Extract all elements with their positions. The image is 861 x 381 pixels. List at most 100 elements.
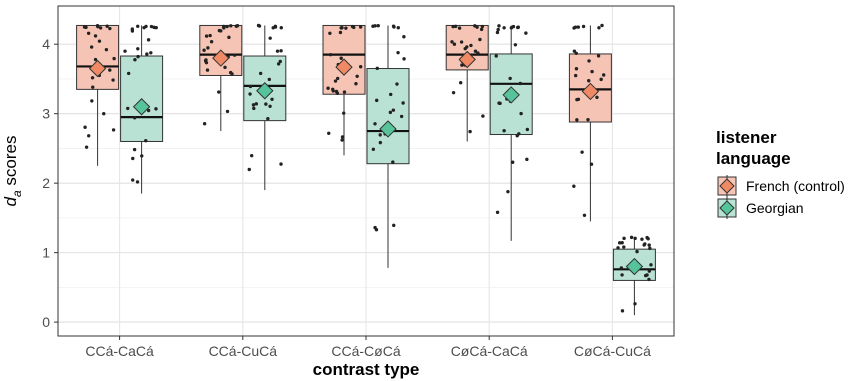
data-point [388,110,393,115]
data-point [93,57,98,62]
legend-item-1: Georgian [717,197,804,219]
data-point [389,92,393,97]
data-point [136,54,140,59]
data-point [146,108,151,113]
data-point [596,54,601,58]
data-point [619,266,624,270]
y-axis-title: da scores [1,136,24,207]
data-point [373,24,377,28]
data-point [601,73,606,77]
data-point [111,78,115,82]
data-point [271,26,275,30]
data-point [146,38,151,42]
data-point [279,26,283,30]
legend-label: French (control) [746,178,845,194]
legend-item-0: French (control) [717,175,845,197]
boxes [76,23,656,316]
data-point [646,237,650,241]
data-point [473,49,478,53]
data-point [453,24,458,29]
data-point [633,236,637,241]
data-point [600,23,604,28]
data-point [575,97,579,102]
data-point [135,180,140,184]
data-point [497,24,501,28]
data-point [587,79,591,83]
data-point [132,116,137,120]
data-point [481,114,485,118]
data-point [647,277,651,282]
data-point [204,34,209,38]
data-point [338,30,343,35]
data-point [402,57,406,61]
data-point [391,108,396,112]
data-point [87,134,91,138]
data-point [249,153,254,158]
data-point [647,269,652,273]
data-point [145,52,149,56]
data-point [525,157,529,162]
data-point [154,107,158,111]
data-point [373,225,377,230]
data-point [102,111,106,116]
data-point [209,40,214,44]
data-point [525,127,530,132]
data-point [108,26,112,31]
y-tick-label: 3 [42,106,50,122]
data-point [149,51,153,55]
data-point [622,236,626,241]
data-point [589,162,594,166]
data-point [235,24,240,28]
data-point [587,59,591,63]
data-point [459,80,463,85]
mean-marker [132,98,151,116]
data-point [479,27,484,32]
data-point [457,26,462,30]
data-point [334,89,339,94]
data-point [340,26,344,30]
data-point [519,111,523,116]
data-point [402,35,406,39]
data-point [204,58,208,62]
data-point [480,24,485,29]
data-point [342,90,347,94]
data-point [620,309,625,313]
data-point [375,98,379,103]
y-tick-label: 1 [42,245,50,261]
data-point [340,135,345,139]
y-axis-title-d: d [1,196,20,206]
data-point [469,43,473,48]
data-point [574,67,579,71]
box-1-4 [612,235,656,316]
data-point [202,122,207,126]
data-point [328,52,333,57]
data-point [342,111,346,115]
x-tick-label: CCá-CøCá [331,343,400,359]
data-point [206,46,210,50]
data-point [108,68,112,72]
data-point [451,24,455,29]
data-point [258,71,263,76]
data-point [84,25,88,30]
data-point [133,57,137,62]
data-point [339,56,343,60]
data-point [131,156,135,161]
box-1-1 [243,23,287,191]
data-point [580,150,584,154]
legend-title-line1: listener [716,128,777,147]
mean-marker [625,257,644,276]
legend: listener language French (control) Georgi… [716,128,845,219]
mean-marker [458,50,476,69]
data-point [392,223,396,228]
data-point [590,69,594,74]
svg-text:da scores: da scores [1,136,24,207]
data-point [268,104,272,108]
data-point [459,40,464,44]
data-point [267,77,272,82]
data-point [517,132,521,136]
data-point [202,48,206,52]
data-point [633,302,637,306]
box [76,24,120,90]
data-point [575,118,579,122]
data-point [629,235,634,240]
